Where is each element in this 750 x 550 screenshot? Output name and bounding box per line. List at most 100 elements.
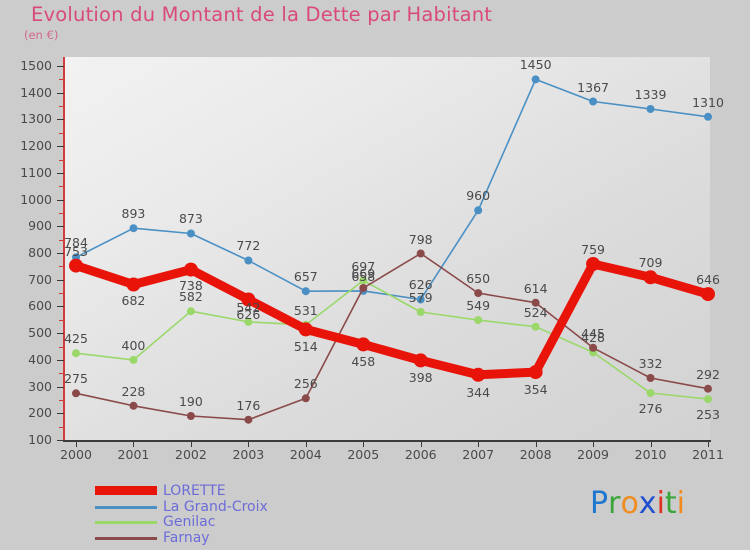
data-point-label: 1450 — [519, 57, 552, 73]
x-axis-tick — [191, 441, 192, 447]
data-point-label: 669 — [351, 265, 376, 281]
data-point-label: 626 — [408, 277, 433, 293]
legend-item-la-grand-croix[interactable]: La Grand-Croix — [95, 498, 395, 516]
y-axis-minor-tick — [59, 240, 64, 241]
data-point-label: 445 — [581, 325, 605, 341]
x-axis-tick — [133, 441, 134, 447]
legend-label: La Grand-Croix — [163, 498, 268, 515]
data-point-label: 873 — [178, 211, 203, 227]
data-point-label: 531 — [293, 302, 318, 318]
data-point-label: 514 — [293, 339, 318, 355]
x-axis-tick — [248, 441, 249, 447]
x-axis-label: 2005 — [347, 447, 380, 462]
data-point-label: 398 — [408, 370, 433, 386]
data-point-label: 582 — [178, 289, 203, 305]
data-point-label: 428 — [581, 330, 605, 346]
logo-letter: i — [656, 486, 665, 521]
x-axis-tick — [478, 441, 479, 447]
y-axis-label: 1000 — [20, 191, 52, 207]
y-axis-minor-tick — [59, 266, 64, 267]
x-axis-label: 2004 — [289, 447, 322, 462]
logo-letter: i — [676, 486, 686, 521]
data-point-label: 542 — [236, 299, 261, 315]
data-point-label: 658 — [351, 268, 376, 284]
x-axis-tick — [593, 441, 594, 447]
y-axis-label: 900 — [28, 218, 52, 234]
y-axis-minor-tick — [59, 186, 64, 187]
x-axis-tick — [363, 441, 364, 447]
y-axis-tick — [57, 440, 64, 441]
data-point-label: 425 — [64, 331, 88, 347]
legend-item-genilac[interactable]: Genilac — [95, 514, 395, 531]
x-axis-tick — [651, 441, 652, 447]
data-point-label: 709 — [638, 255, 663, 271]
y-axis-tick — [57, 253, 64, 254]
x-axis-tick — [536, 441, 537, 447]
y-axis-tick — [57, 146, 64, 147]
y-axis-label: 1500 — [20, 58, 52, 73]
y-axis-label: 700 — [28, 271, 52, 287]
y-axis-label: 600 — [28, 298, 52, 314]
data-point-label: 697 — [351, 258, 376, 274]
data-point-label: 275 — [64, 371, 88, 387]
data-point-label: 614 — [523, 280, 548, 296]
y-axis-tick — [57, 93, 64, 94]
y-axis-minor-tick — [59, 320, 64, 321]
data-point-label: 1367 — [577, 79, 609, 95]
data-point-label: 646 — [696, 272, 720, 288]
data-point-label: 458 — [351, 354, 376, 370]
legend-label: Genilac — [163, 514, 216, 530]
y-axis-tick — [57, 413, 64, 414]
x-axis-label: 2000 — [60, 447, 92, 462]
y-axis-tick — [57, 333, 64, 334]
data-point-label: 354 — [523, 382, 548, 398]
y-axis-minor-tick — [59, 133, 64, 134]
data-point-label: 579 — [408, 290, 433, 306]
y-axis-minor-tick — [59, 213, 64, 214]
proxiti-logo: Proxiti — [590, 487, 685, 521]
legend-item-lorette[interactable]: LORETTE — [95, 483, 395, 500]
y-axis-label: 100 — [28, 432, 52, 447]
x-axis-tick — [76, 441, 77, 447]
data-point-label: 332 — [638, 356, 663, 372]
legend-color-swatch — [95, 536, 157, 540]
y-axis-tick — [57, 173, 64, 174]
logo-letter: x — [638, 486, 657, 521]
y-axis-tick — [57, 226, 64, 227]
y-axis-tick — [57, 280, 64, 281]
data-point-label: 344 — [466, 384, 491, 400]
x-axis-tick — [708, 441, 709, 447]
legend-item-farnay[interactable]: Farnay — [95, 529, 395, 547]
y-axis-label: 1300 — [20, 111, 52, 127]
y-axis-label: 500 — [28, 325, 52, 341]
data-point-label: 753 — [64, 243, 88, 259]
data-point-label: 524 — [523, 304, 548, 320]
y-axis-tick — [57, 306, 64, 307]
x-axis-label: 2002 — [175, 447, 207, 462]
y-axis-tick — [57, 360, 64, 361]
x-axis-label: 2001 — [117, 447, 150, 462]
legend-label: LORETTE — [163, 483, 226, 499]
data-point-label: 960 — [466, 188, 491, 204]
data-point-label: 893 — [121, 206, 146, 222]
logo-letter: o — [620, 486, 639, 521]
data-point-label: 292 — [696, 366, 720, 382]
legend-label: Farnay — [163, 529, 210, 546]
y-axis-tick — [57, 119, 64, 120]
logo-letter: P — [590, 486, 609, 521]
y-axis-minor-tick — [59, 347, 64, 348]
legend-color-swatch — [95, 505, 157, 509]
x-axis-label: 2010 — [634, 447, 667, 462]
y-axis-line — [63, 57, 65, 441]
y-axis-minor-tick — [59, 106, 64, 107]
y-axis-minor-tick — [59, 373, 64, 374]
x-axis-label: 2003 — [232, 447, 265, 462]
legend-color-swatch — [95, 486, 157, 495]
x-axis-label: 2011 — [692, 447, 724, 462]
data-point-label: 784 — [64, 235, 88, 251]
y-axis-label: 800 — [28, 245, 52, 260]
data-point-label: 650 — [466, 271, 491, 287]
data-point-label: 682 — [121, 292, 146, 308]
y-axis-minor-tick — [59, 79, 64, 80]
